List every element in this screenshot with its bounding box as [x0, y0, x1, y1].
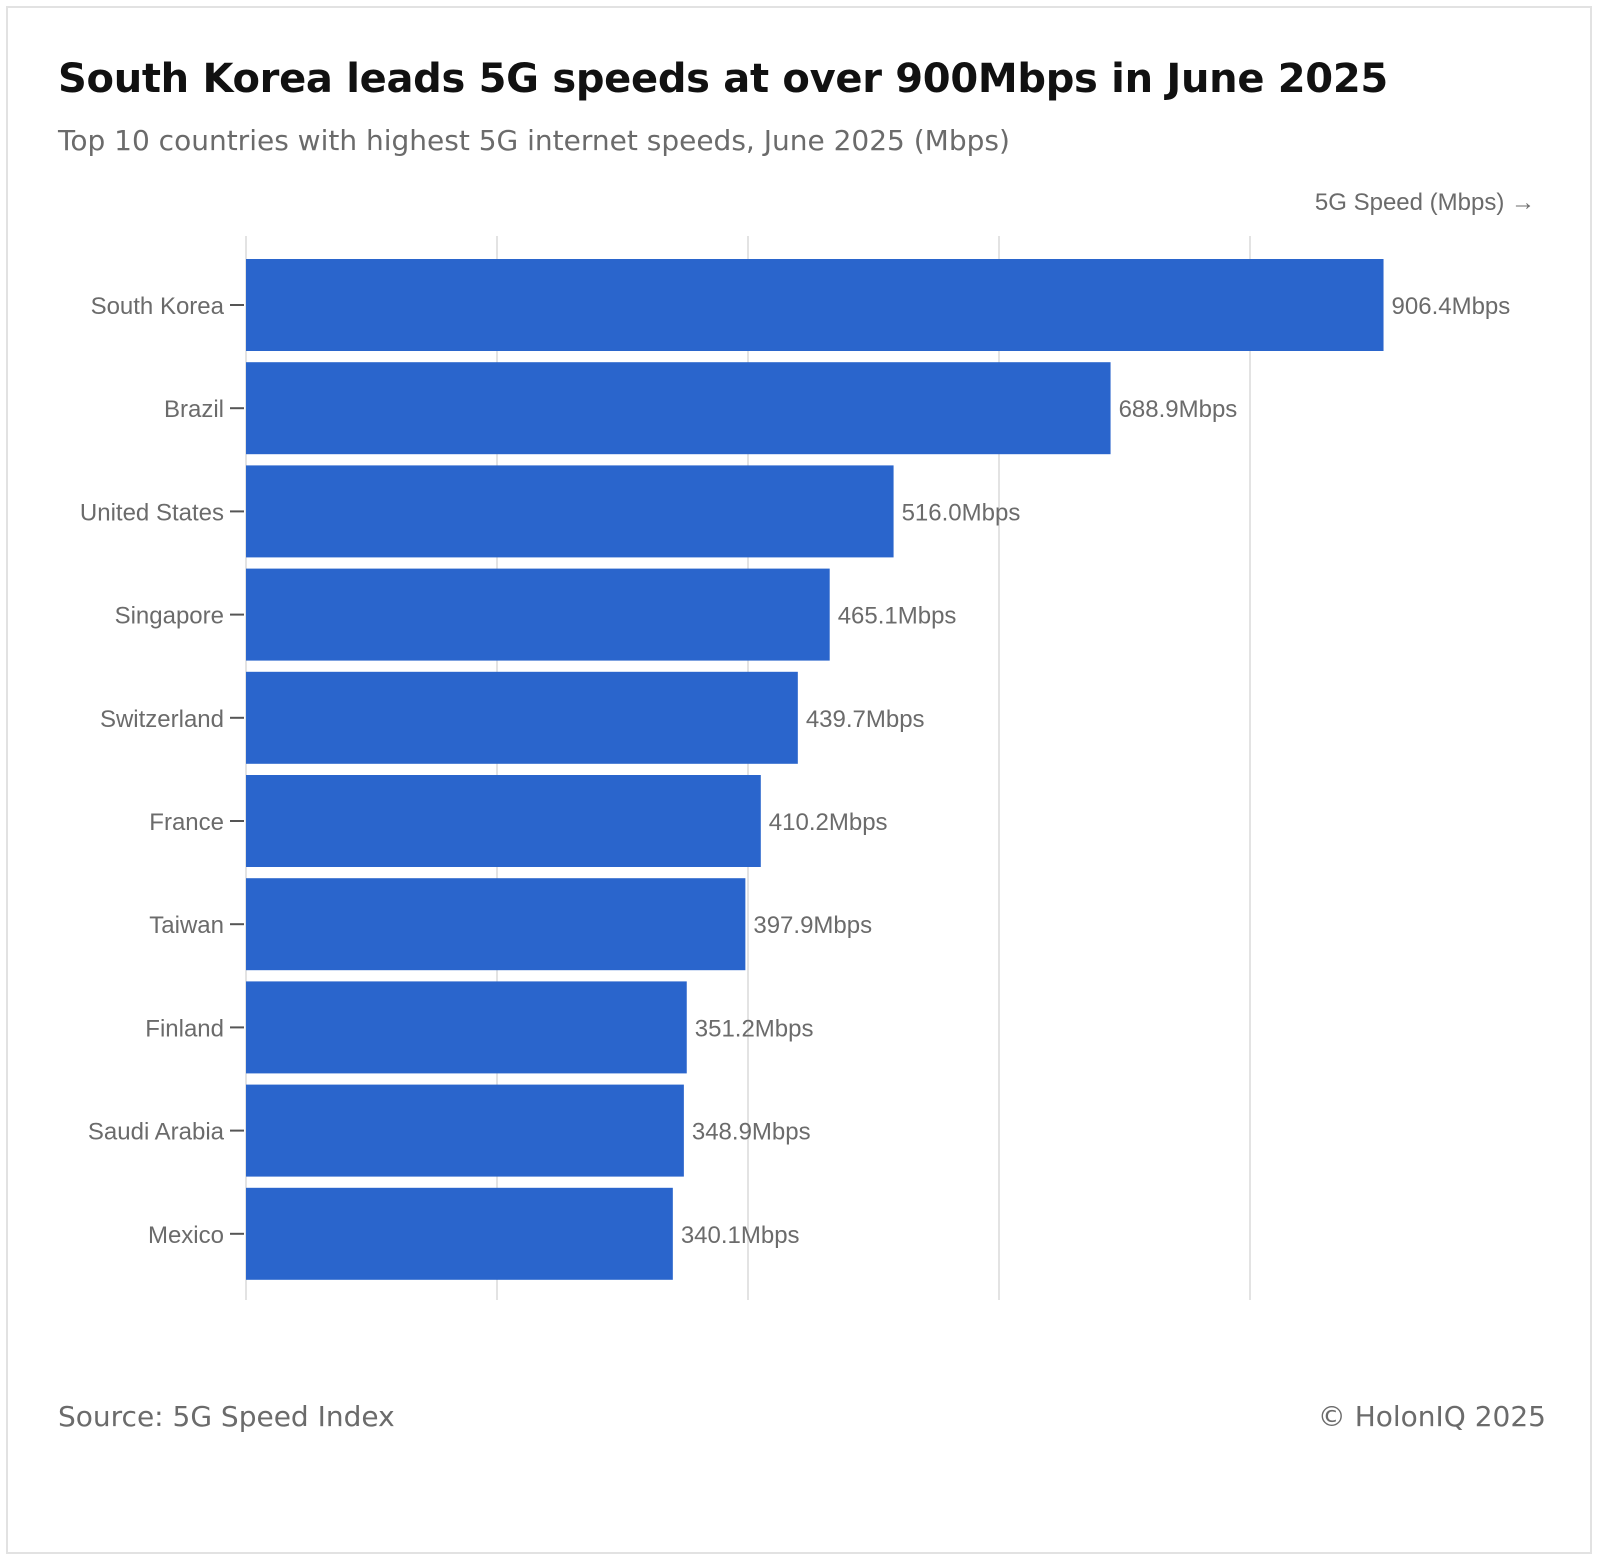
y-tick-label: Taiwan [149, 912, 224, 939]
data-label: 465.1Mbps [838, 603, 957, 630]
x-axis-title: 5G Speed (Mbps) → [1315, 189, 1535, 216]
y-tick-label: Mexico [148, 1222, 224, 1249]
source-note: Source: 5G Speed Index [58, 1400, 395, 1433]
bar [246, 1187, 673, 1280]
y-tick-label: France [149, 809, 224, 836]
bar [246, 775, 761, 867]
y-tick-label: Brazil [164, 396, 224, 423]
chart-title: South Korea leads 5G speeds at over 900M… [58, 56, 1388, 102]
chart-subtitle: Top 10 countries with highest 5G interne… [58, 124, 1010, 157]
copyright-note: © HolonIQ 2025 [1317, 1400, 1546, 1433]
bar [246, 1084, 684, 1177]
data-label: 906.4Mbps [1392, 293, 1511, 320]
y-tick-label: Saudi Arabia [88, 1119, 225, 1146]
data-label: 351.2Mbps [695, 1015, 814, 1042]
y-tick-label: Finland [145, 1015, 224, 1042]
data-label: 688.9Mbps [1119, 396, 1238, 423]
data-label: 340.1Mbps [681, 1222, 800, 1249]
bar [246, 568, 830, 661]
y-tick-label: Singapore [115, 603, 224, 630]
labels: South Korea 906.4Mbps Brazil 688.9Mbps Unite… [80, 293, 1510, 1249]
y-tick-label: United States [80, 499, 224, 526]
bar [246, 671, 798, 764]
data-label: 397.9Mbps [753, 912, 872, 939]
bar [246, 981, 687, 1074]
data-label: 516.0Mbps [902, 499, 1021, 526]
bar [246, 465, 894, 558]
data-label: 410.2Mbps [769, 809, 888, 836]
bars [246, 259, 1384, 1280]
data-label: 348.9Mbps [692, 1119, 811, 1146]
bar [246, 878, 746, 971]
bar [246, 362, 1111, 455]
y-tick-label: Switzerland [100, 706, 224, 733]
y-tick-label: South Korea [91, 293, 225, 320]
data-label: 439.7Mbps [806, 706, 925, 733]
bar [246, 259, 1384, 351]
